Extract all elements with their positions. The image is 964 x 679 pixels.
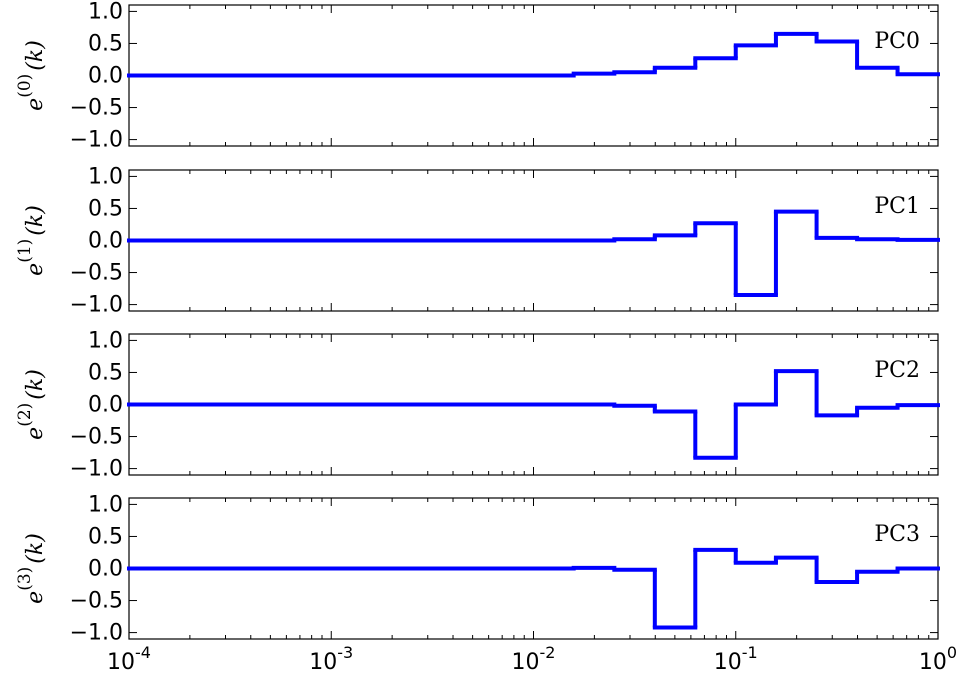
- x-tick-base: 10: [512, 650, 540, 675]
- annotation: PC2: [874, 358, 920, 383]
- panel: 1.0 0.5 0.0 −0.5 −1.0 PC0 e(0) (k): [15, 0, 940, 153]
- y-label-base: e: [23, 98, 48, 111]
- y-tick-label: 0.0: [88, 557, 123, 582]
- y-label-base: e: [23, 591, 48, 604]
- y-axis-label: e(2) (k): [15, 369, 49, 440]
- x-tick-label: 10-3: [309, 643, 353, 676]
- y-tick-label: −1.0: [70, 128, 123, 153]
- y-tick-label: −1.0: [70, 621, 123, 646]
- panel: 1.00.50.0−0.5−1.010-4 10-3 10-2 10-1 100PC3e…: [15, 492, 958, 675]
- y-label-arg: (k): [23, 205, 48, 236]
- y-axis-label: e(3) (k): [15, 533, 49, 604]
- annotation: PC1: [874, 194, 920, 219]
- x-tick-label: 100: [919, 643, 957, 676]
- y-label-sup: (0): [15, 74, 35, 98]
- y-label-base: e: [23, 427, 48, 440]
- y-tick-label: −0.5: [70, 96, 123, 121]
- y-tick-label: −0.5: [70, 425, 123, 450]
- y-tick-label: 0.5: [88, 31, 123, 56]
- y-label-sup: (3): [15, 567, 35, 591]
- panel: 1.0 0.5 0.0 −0.5 −1.0 PC1 e(1) (k): [15, 164, 940, 318]
- annotation: PC0: [874, 29, 920, 54]
- y-tick-label: 0.5: [88, 196, 123, 221]
- x-tick-exponent: -4: [135, 643, 151, 662]
- y-tick-label: 0.0: [88, 64, 123, 89]
- x-tick-label: 10-4: [107, 643, 151, 676]
- y-axis-label: e(1) (k): [15, 205, 49, 276]
- x-tick-label: 10-1: [714, 643, 758, 676]
- y-axis-label: e(0) (k): [15, 40, 49, 111]
- x-tick-exponent: -1: [742, 643, 758, 662]
- x-tick-base: 10: [107, 650, 135, 675]
- y-tick-label: 1.0: [88, 0, 123, 24]
- x-tick-label: 10-2: [512, 643, 556, 676]
- y-tick-label: 0.0: [88, 393, 123, 418]
- y-tick-label: 1.0: [88, 164, 123, 189]
- y-tick-label: 1.0: [88, 492, 123, 517]
- y-tick-label: −1.0: [70, 457, 123, 482]
- y-tick-label: 1.0: [88, 328, 123, 353]
- x-tick-exponent: -3: [337, 643, 353, 662]
- x-tick-exponent: -2: [540, 643, 556, 662]
- x-tick-base: 10: [714, 650, 742, 675]
- panel: 1.0 0.5 0.0 −0.5 −1.0 PC2 e(2) (k): [15, 328, 940, 482]
- y-tick-label: 0.5: [88, 524, 123, 549]
- y-tick-label: 0.5: [88, 360, 123, 385]
- y-label-arg: (k): [23, 369, 48, 400]
- x-tick-exponent: 0: [947, 643, 957, 662]
- y-label-sup: (1): [15, 239, 35, 263]
- y-tick-label: 0.0: [88, 229, 123, 254]
- y-label-arg: (k): [23, 40, 48, 71]
- y-tick-label: −0.5: [70, 589, 123, 614]
- y-label-sup: (2): [15, 403, 35, 427]
- y-label-arg: (k): [23, 533, 48, 564]
- y-label-base: e: [23, 263, 48, 276]
- y-tick-label: −0.5: [70, 261, 123, 286]
- x-tick-base: 10: [309, 650, 337, 675]
- y-tick-label: −1.0: [70, 293, 123, 318]
- annotation: PC3: [874, 522, 920, 547]
- x-tick-base: 10: [919, 650, 947, 675]
